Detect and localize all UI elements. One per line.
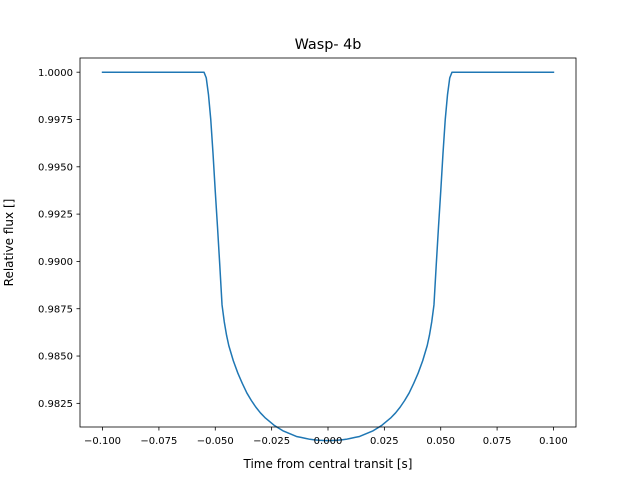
chart-title: Wasp- 4b (295, 37, 362, 53)
x-tick-label: 0.000 (314, 436, 343, 447)
x-tick-label: 0.025 (370, 436, 399, 447)
y-tick-label: 0.9825 (38, 399, 73, 410)
x-tick-label: 0.100 (539, 436, 568, 447)
x-tick-label: −0.025 (253, 436, 290, 447)
y-axis-label: Relative flux [] (2, 199, 16, 287)
y-tick-label: 0.9975 (38, 115, 73, 126)
x-axis-label: Time from central transit [s] (243, 457, 413, 471)
y-tick-label: 0.9900 (38, 257, 73, 268)
y-tick-label: 1.0000 (38, 68, 73, 79)
plot-area (101, 71, 555, 442)
y-axis-ticks: 0.9825 0.9850 0.9875 0.9900 0.9925 0.9950 0.99… (38, 68, 80, 410)
y-tick-label: 0.9850 (38, 352, 73, 363)
axes-frame (79, 57, 577, 428)
y-tick-label: 0.9925 (38, 210, 73, 221)
x-axis-ticks: −0.100 −0.075 −0.050 −0.025 0.000 0.025 0.050 0… (84, 427, 568, 447)
series-line-0 (101, 71, 555, 442)
x-tick-label: 0.075 (483, 436, 512, 447)
x-tick-label: −0.050 (197, 436, 234, 447)
y-tick-label: 0.9950 (38, 162, 73, 173)
x-tick-label: 0.050 (426, 436, 455, 447)
x-tick-label: −0.100 (84, 436, 121, 447)
x-tick-label: −0.075 (140, 436, 177, 447)
y-tick-label: 0.9875 (38, 304, 73, 315)
